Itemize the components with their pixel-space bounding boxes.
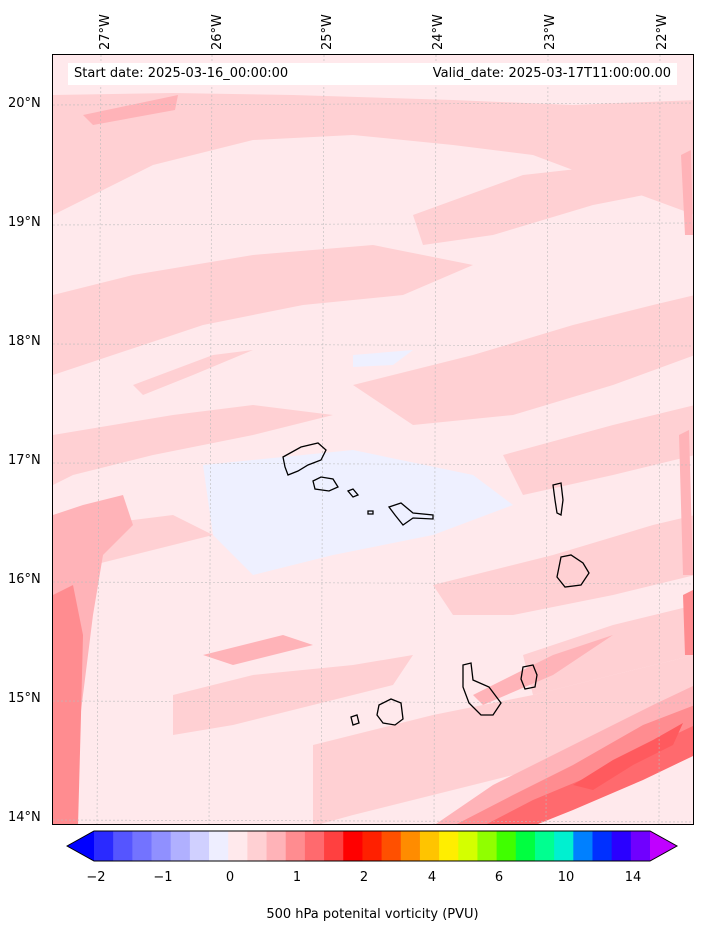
colorbar-tick: 0 [225,870,235,885]
colorbar-tick: 6 [494,870,504,885]
coastlines [282,442,590,726]
colorbar-segment [458,831,478,861]
colorbar-segment [630,831,651,861]
colorbar-segment [592,831,613,861]
lat-label-20n: 20°N [8,96,41,111]
colorbar-tick: 2 [359,870,369,885]
island-fogo [376,698,404,726]
colorbar-segment [362,831,383,861]
lat-label-14n: 14°N [8,810,41,825]
start-date-text: Start date: 2025-03-16_00:00:00 [74,66,289,81]
colorbar-tick: 14 [624,870,642,885]
colorbar-segment [534,831,555,861]
lon-label-24w: 24°W [431,14,446,50]
date-info-box: Start date: 2025-03-16_00:00:00 Valid_da… [68,63,677,85]
colorbar-segment [247,831,268,861]
colorbar-segment [285,831,306,861]
lon-label-25w: 25°W [320,14,335,50]
colorbar-segment [151,831,172,861]
colorbar-segment [94,831,114,861]
colorbar-tick: −2 [86,870,106,885]
colorbar-label: 500 hPa potenital vorticity (PVU) [266,907,479,922]
colorbar-tick: 10 [557,870,575,885]
colorbar-segment [554,831,574,861]
colorbar-segment [611,831,632,861]
island-maio [520,664,538,690]
island-sao-vicente [312,476,339,492]
colorbar-segment [189,831,210,861]
colorbar-tick: 4 [427,870,437,885]
colorbar-segment [228,831,248,861]
colorbar-segment [573,831,593,861]
colorbar-segment [496,831,517,861]
map-panel [52,54,694,825]
pv-low-area [203,450,513,575]
island-sao-nicolau [387,502,434,526]
colorbar-segment [515,831,536,861]
colorbar-outline [66,830,679,862]
island-santo-antao [282,442,327,476]
colorbar-segment [381,831,402,861]
lat-label-17n: 17°N [8,453,41,468]
colorbar-extend-high [650,831,677,861]
colorbar-segment [400,831,421,861]
lon-label-26w: 26°W [210,14,225,50]
pv-field [53,55,693,824]
colorbar-segment [170,831,191,861]
colorbar-segment [209,831,229,861]
colorbar-segment [266,831,287,861]
island-sao-nicolau-w [346,488,360,498]
island-santiago [462,662,502,716]
colorbar [66,830,679,862]
colorbar-segment [419,831,440,861]
lat-label-15n: 15°N [8,691,41,706]
lat-label-16n: 16°N [8,572,41,587]
colorbar-segment [439,831,459,861]
lon-label-23w: 23°W [543,14,558,50]
lon-label-27w: 27°W [98,14,113,50]
island-boa-vista [556,554,590,588]
lon-label-22w: 22°W [655,14,670,50]
colorbar-segment [113,831,133,861]
island-brava [350,714,360,726]
island-sal [552,482,564,516]
valid-date-text: Valid_date: 2025-03-17T11:00:00.00 [432,66,671,81]
colorbar-segment [304,831,325,861]
colorbar-tick: −1 [153,870,173,885]
colorbar-segment [132,831,153,861]
colorbar-segment [324,831,344,861]
island-santa-luzia [367,510,374,515]
lat-label-19n: 19°N [8,215,41,230]
lat-label-18n: 18°N [8,334,41,349]
colorbar-tick: 1 [292,870,302,885]
colorbar-segment [477,831,498,861]
colorbar-segment [343,831,363,861]
colorbar-extend-low [67,831,94,861]
